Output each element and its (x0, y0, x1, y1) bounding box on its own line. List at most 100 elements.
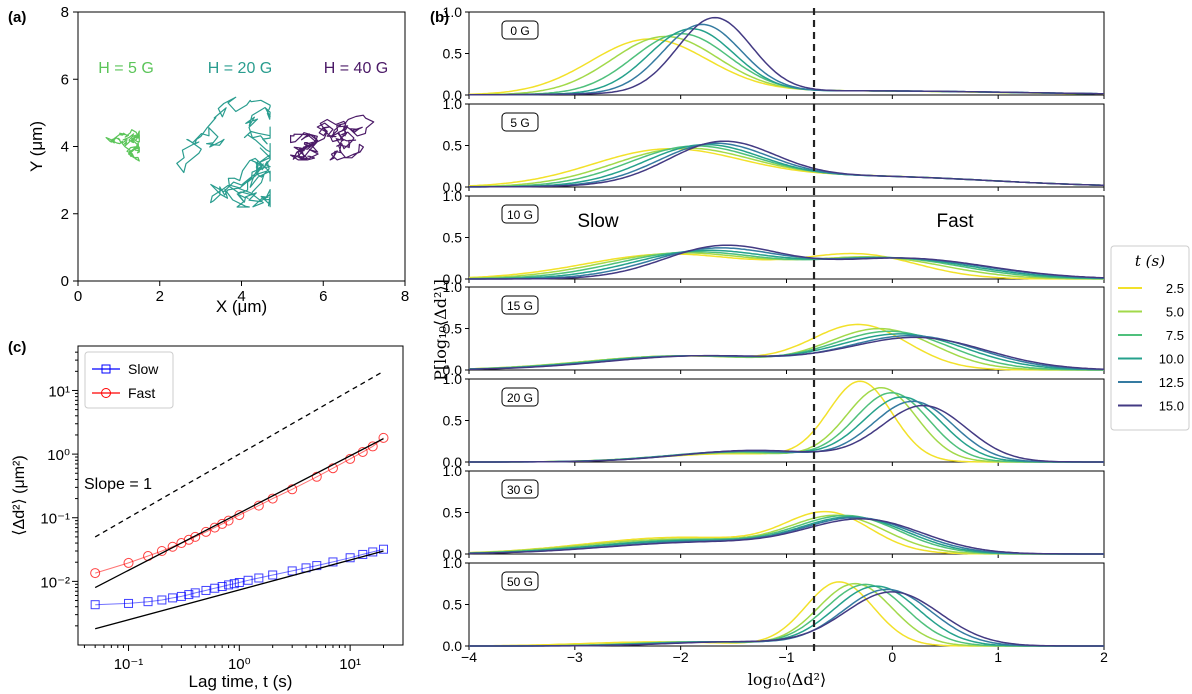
subplot-0: 0.0 0.5 1.0 0 G (443, 4, 1105, 103)
legend-entry: 5.0 (1166, 305, 1184, 320)
data-point-fast (378, 432, 389, 443)
field-badge-label: 20 G (507, 391, 533, 405)
y-tick-label: 0.5 (443, 46, 463, 62)
legend-box (84, 351, 174, 409)
density-curve-10.0 (469, 585, 1104, 647)
data-point-fast (200, 526, 211, 537)
data-point-slow (287, 566, 297, 576)
field-badge-label: 30 G (507, 483, 533, 497)
y-tick-label: 1.0 (443, 279, 463, 295)
y-tick-label: 1.0 (443, 96, 463, 112)
y-tick-label: 0.0 (443, 362, 463, 378)
x-axis-label: X (μm) (216, 297, 267, 316)
data-point-fast (167, 541, 178, 552)
legend-entry: 2.5 (1166, 281, 1184, 296)
density-curve-2.5 (469, 380, 1104, 463)
y-tick-label: 0.0 (443, 179, 463, 195)
legend-marker-circle (101, 388, 111, 398)
subplot-6: 0.0 0.5 1.0 50 G (443, 555, 1105, 654)
y-tick-label: 10⁻² (40, 574, 70, 591)
data-point-slow (176, 591, 186, 601)
data-point-fast (345, 453, 356, 464)
y-tick-label: 0.5 (443, 597, 463, 613)
x-tick-label: 1 (994, 649, 1002, 665)
data-point-fast (90, 568, 101, 579)
data-point-slow (243, 575, 253, 585)
data-point-fast (311, 471, 322, 482)
trajectory-2 (290, 114, 375, 161)
slope-annotation: Slope = 1 (84, 476, 152, 493)
y-axis-label: ⟨Δd²⟩ (μm²) (11, 455, 28, 535)
x-tick-label: 10⁻¹ (114, 656, 144, 673)
data-point-fast (190, 531, 201, 542)
data-point-slow (210, 583, 220, 593)
y-tick-label: 0.5 (443, 321, 463, 337)
field-badge (501, 387, 539, 407)
data-point-slow (217, 582, 227, 592)
density-curve-10.0 (469, 249, 1104, 280)
density-curve-7.5 (469, 250, 1104, 280)
density-curve-15.0 (468, 336, 1105, 371)
data-point-fast (287, 484, 298, 495)
plot-frame (77, 345, 404, 646)
data-point-slow (268, 570, 278, 580)
panel-label-c: (c) (8, 339, 26, 356)
subplot-frame (468, 195, 1105, 280)
y-tick-label: 0.5 (443, 230, 463, 246)
series-line-Slow (95, 548, 384, 606)
x-tick-label: 2 (156, 288, 164, 305)
y-tick-label: 0 (61, 273, 69, 290)
fit-line-0 (94, 550, 384, 630)
trajectory-0 (105, 129, 140, 162)
y-tick-label: 0.0 (443, 454, 463, 470)
y-axis-label: Y (μm) (27, 121, 46, 172)
subplot-frame (468, 470, 1105, 555)
data-point-slow (124, 598, 134, 608)
panel-c: (c) 10⁻¹ 10⁰ 10¹ 10⁻² 10⁻¹ 10⁰ 10¹ Lag time, t (… (8, 339, 404, 691)
field-badge (501, 204, 539, 224)
density-curve-15.0 (469, 244, 1105, 280)
field-badge-label: 5 G (510, 116, 529, 130)
x-axis-label: log₁₀⟨Δd²⟩ (748, 670, 827, 689)
panel-label-a: (a) (8, 9, 26, 26)
y-tick-label: 10¹ (48, 383, 70, 400)
y-tick-label: 0.5 (443, 505, 463, 521)
data-point-slow (368, 547, 378, 557)
legend: Slow Fast (84, 351, 174, 409)
data-point-slow (90, 600, 100, 610)
y-tick-label: 4 (61, 139, 69, 156)
legend-entry: 7.5 (1166, 328, 1184, 343)
x-tick-label: −1 (779, 649, 795, 665)
x-tick-label: −3 (567, 649, 583, 665)
y-tick-label: 0.0 (443, 271, 463, 287)
field-badge-label: 10 G (507, 208, 533, 222)
y-tick-label: 10⁻¹ (40, 511, 70, 528)
field-label-0: H = 5 G (98, 60, 154, 77)
subplot-frame (468, 11, 1105, 96)
series-line-Fast (95, 437, 384, 574)
data-point-slow (328, 557, 338, 567)
data-point-slow (378, 544, 388, 554)
data-point-slow (224, 580, 234, 590)
legend-box (1110, 245, 1190, 431)
data-point-fast (123, 557, 134, 568)
data-point-slow (345, 553, 355, 563)
subplot-2: 0.0 0.5 1.0 10 G (443, 188, 1105, 287)
legend: t (s)2.5 5.0 7.5 10.0 12.5 15.0 (1110, 245, 1190, 431)
data-point-slow (254, 573, 264, 583)
panel-b: (b) 0.0 0.5 1.0 0 G 0.0 0.5 1.0 5 G 0.0 0.5 1.0 10 G… (430, 4, 1190, 689)
y-tick-label: 10⁰ (47, 447, 70, 464)
legend-marker-square (101, 364, 111, 374)
data-point-slow (143, 597, 153, 607)
density-curve-15.0 (469, 518, 1104, 555)
field-badge-label: 0 G (510, 24, 529, 38)
density-curve-7.5 (469, 145, 1105, 188)
slope-reference-line (94, 370, 384, 538)
density-curve-5.0 (469, 582, 1104, 647)
legend-title: t (s) (1135, 252, 1165, 270)
data-point-slow (201, 585, 211, 595)
field-label-1: H = 20 G (208, 60, 272, 77)
x-tick-label: 4 (237, 288, 245, 305)
density-curve-7.5 (469, 583, 1104, 647)
y-tick-label: 0.0 (443, 546, 463, 562)
